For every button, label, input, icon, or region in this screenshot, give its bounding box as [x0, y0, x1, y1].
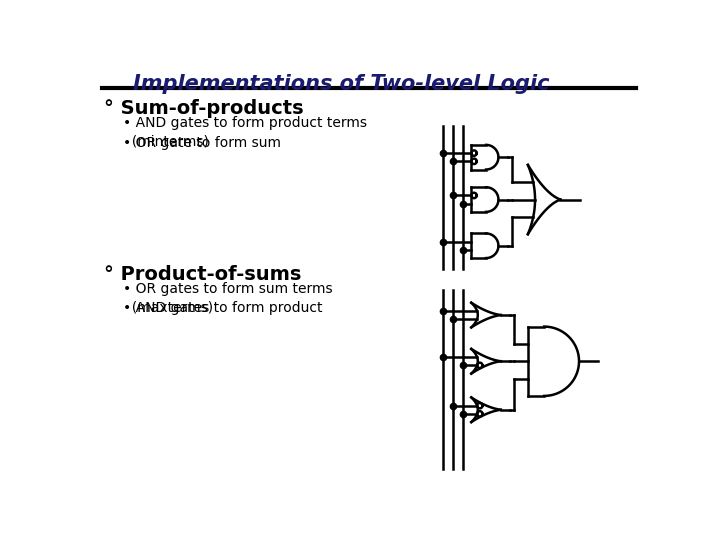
Text: • OR gates to form sum terms
  (maxterms): • OR gates to form sum terms (maxterms) [122, 282, 332, 314]
Text: ° Sum-of-products: ° Sum-of-products [104, 99, 304, 118]
Text: • OR gate to form sum: • OR gate to form sum [122, 136, 281, 150]
Text: Implementations of Two-level Logic: Implementations of Two-level Logic [132, 74, 549, 94]
Text: • AND gates to form product terms
  (minterms): • AND gates to form product terms (minte… [122, 117, 366, 149]
Text: • AND gates to form product: • AND gates to form product [122, 301, 322, 315]
Text: ° Product-of-sums: ° Product-of-sums [104, 265, 302, 284]
